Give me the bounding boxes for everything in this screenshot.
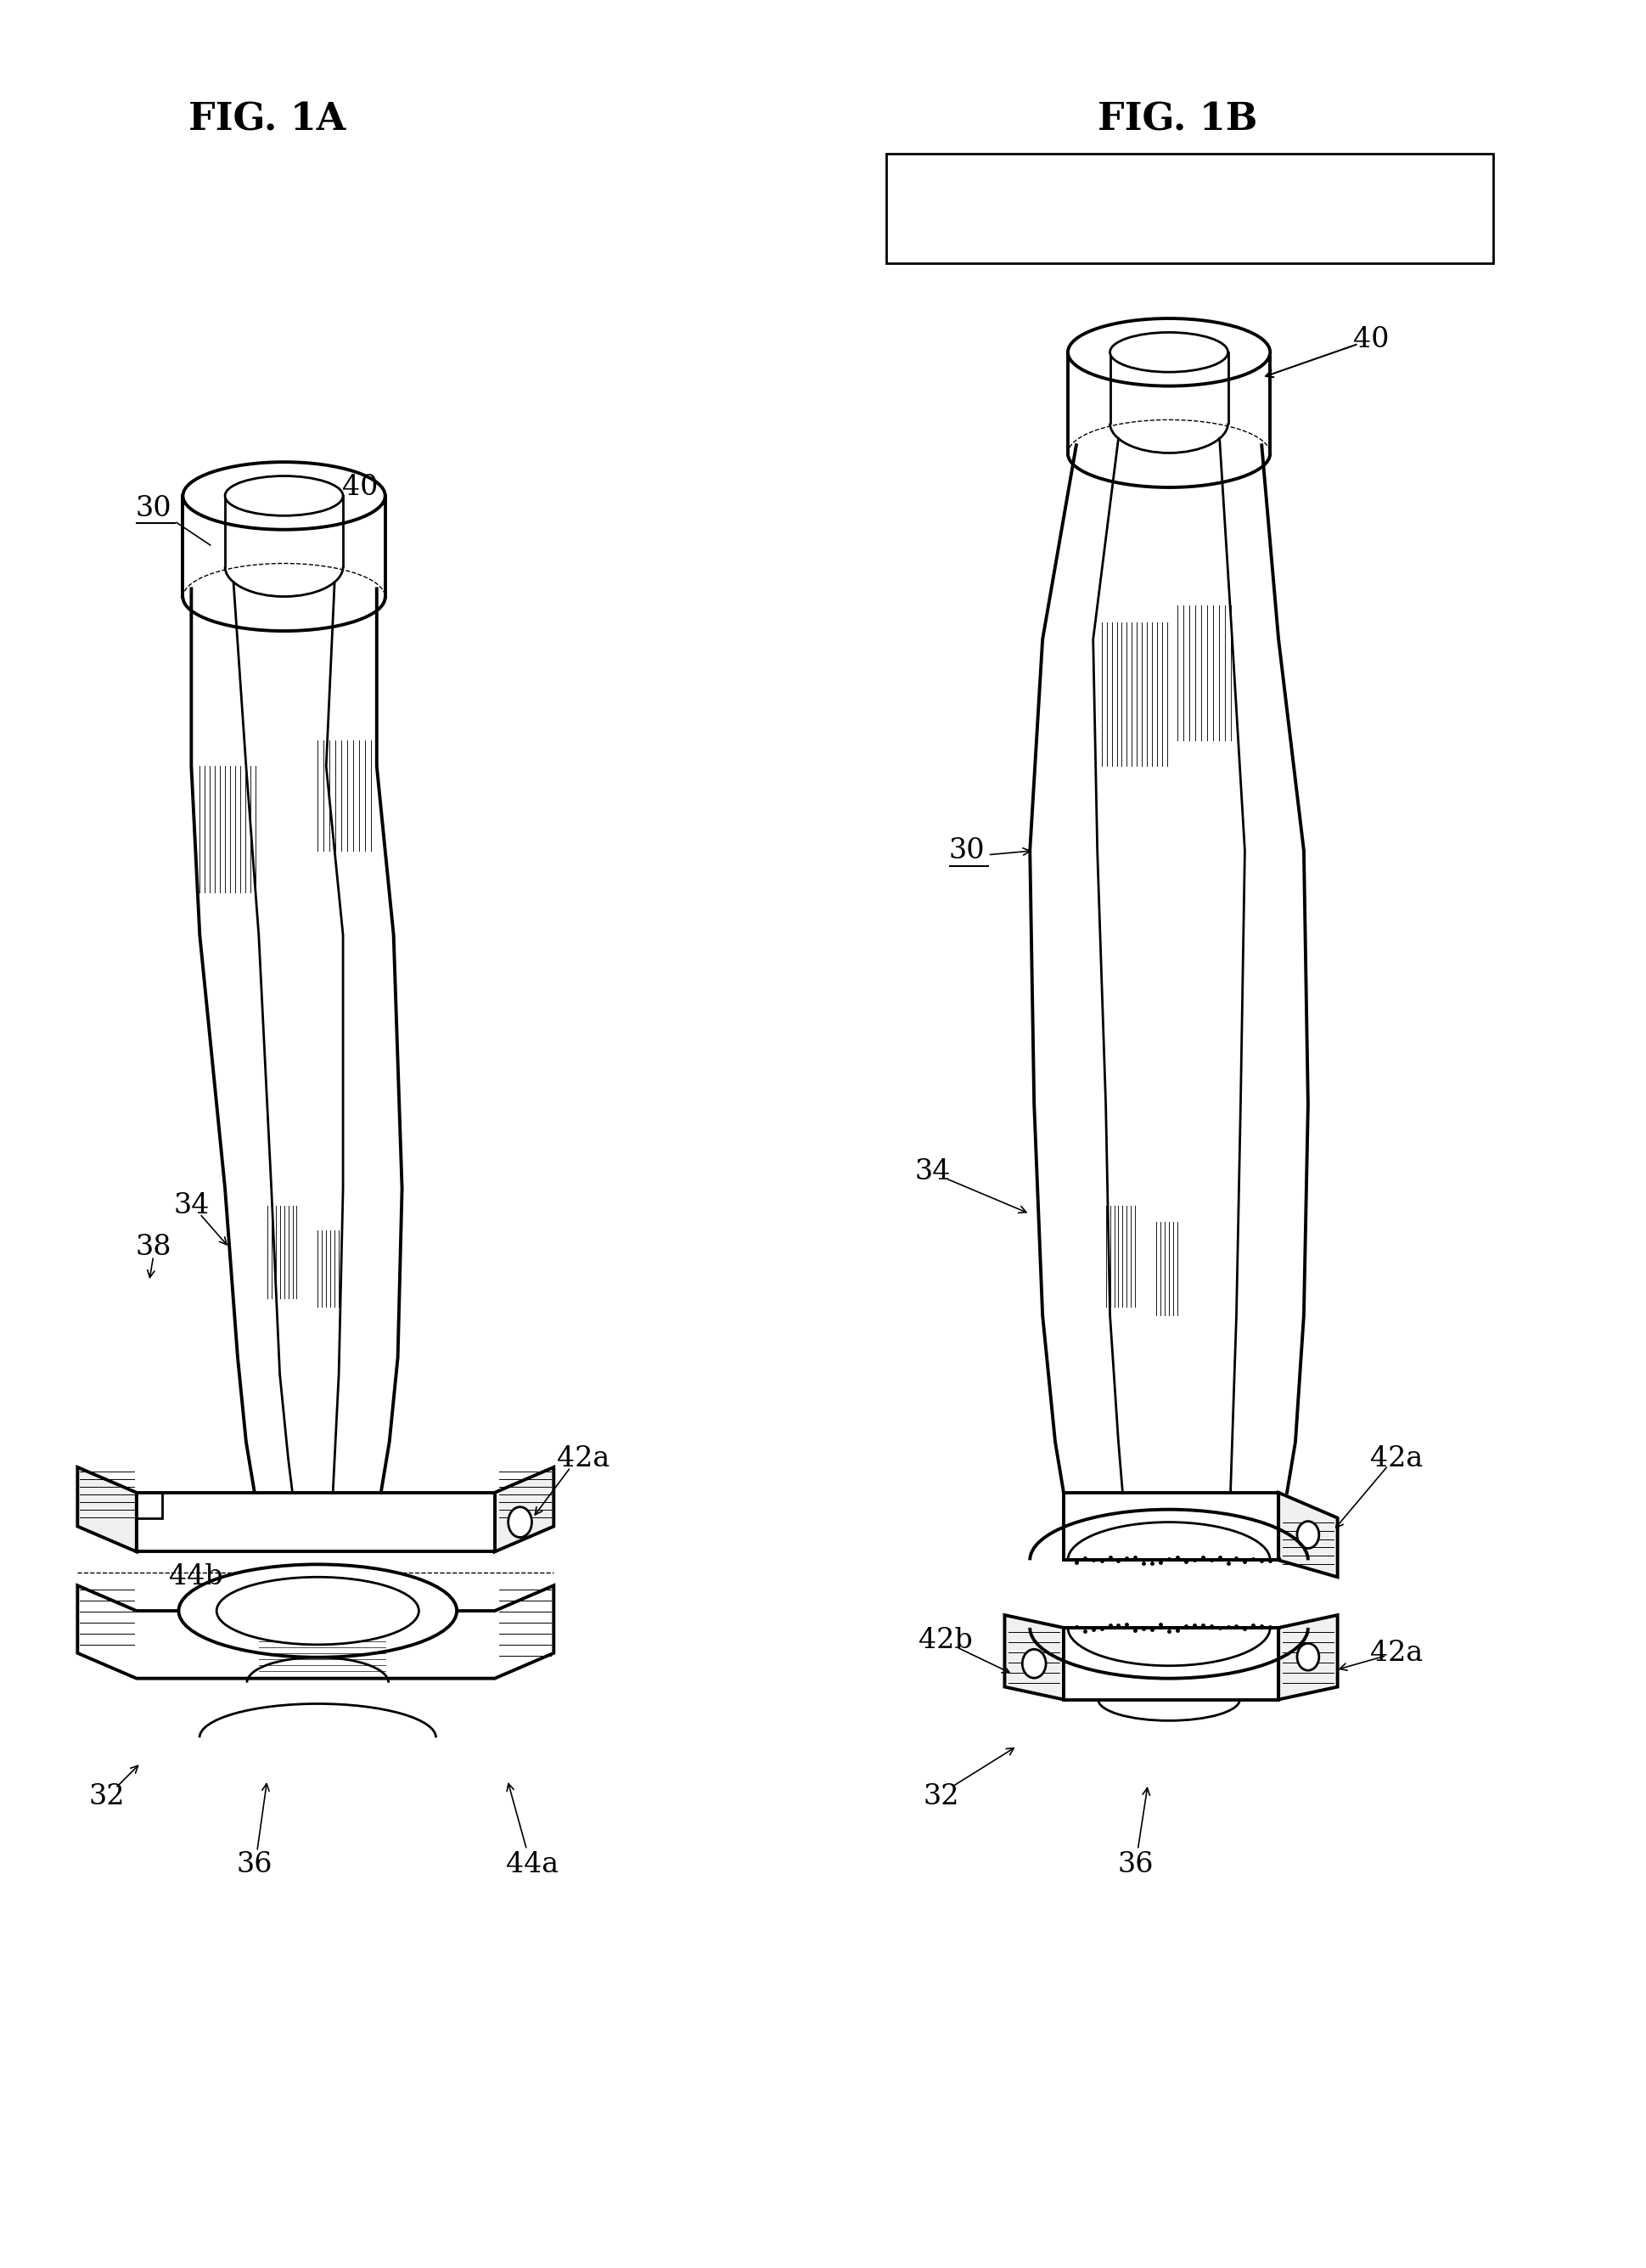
Polygon shape (137, 1492, 494, 1551)
Text: 32: 32 (89, 1783, 125, 1810)
Ellipse shape (183, 463, 385, 531)
Text: 34: 34 (915, 1159, 950, 1186)
Ellipse shape (178, 1565, 456, 1658)
Polygon shape (1063, 1492, 1277, 1560)
Polygon shape (1063, 1628, 1277, 1699)
Polygon shape (77, 1585, 553, 1678)
Text: FIG. 1A: FIG. 1A (188, 102, 346, 138)
Text: 40: 40 (1353, 327, 1389, 354)
Polygon shape (1277, 1615, 1337, 1699)
Ellipse shape (226, 476, 342, 515)
Text: 36: 36 (237, 1851, 273, 1878)
Text: FIG. 1B: FIG. 1B (1096, 102, 1256, 138)
Text: 42a: 42a (1369, 1640, 1422, 1667)
Ellipse shape (1297, 1644, 1318, 1672)
Polygon shape (77, 1467, 137, 1551)
Text: 42a: 42a (556, 1445, 609, 1472)
Text: 38: 38 (135, 1234, 171, 1261)
Text: 32: 32 (923, 1783, 960, 1810)
Text: 30: 30 (135, 494, 171, 522)
Polygon shape (1277, 1492, 1337, 1576)
Text: 42a: 42a (1369, 1445, 1422, 1472)
Polygon shape (494, 1467, 553, 1551)
Text: 30: 30 (948, 837, 984, 864)
Text: 40: 40 (342, 474, 377, 501)
Ellipse shape (1109, 333, 1228, 372)
Ellipse shape (1022, 1649, 1045, 1678)
Ellipse shape (1067, 318, 1269, 386)
Polygon shape (137, 1492, 161, 1517)
Ellipse shape (509, 1506, 532, 1538)
Text: 36: 36 (1116, 1851, 1152, 1878)
Ellipse shape (217, 1576, 418, 1644)
Text: 44a: 44a (505, 1851, 558, 1878)
Ellipse shape (1297, 1522, 1318, 1549)
Text: 44b: 44b (168, 1563, 222, 1590)
Text: 42b: 42b (918, 1626, 973, 1653)
Text: 34: 34 (173, 1191, 209, 1218)
Polygon shape (1004, 1615, 1063, 1699)
